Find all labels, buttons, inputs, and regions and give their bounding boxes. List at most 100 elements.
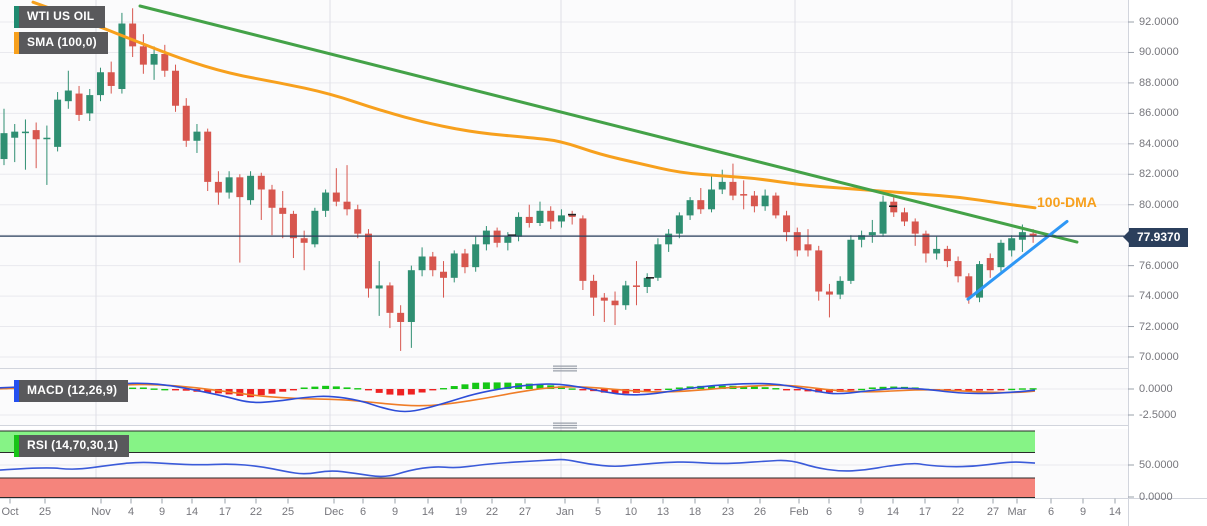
x-axis-label: Mar: [1007, 506, 1027, 518]
candle-body: [322, 192, 330, 211]
main-y-axis-label: 84.0000: [1139, 137, 1179, 150]
candle-body: [343, 201, 351, 210]
macd-histogram-bar: [976, 389, 984, 391]
macd-histogram-bar: [172, 389, 180, 391]
candle-body: [1029, 233, 1037, 237]
macd-histogram-bar: [289, 389, 297, 391]
x-axis-label: Oct: [1, 506, 19, 518]
macd-histogram-bar: [440, 388, 448, 390]
panel-resize-handle[interactable]: [553, 422, 577, 429]
candle-body: [793, 232, 801, 251]
candle-body: [547, 210, 555, 222]
macd-histogram-bar: [579, 389, 587, 391]
x-axis-label: 14: [421, 506, 435, 518]
macd-histogram-bar: [622, 389, 630, 394]
macd-histogram-bar: [236, 389, 244, 396]
macd-line: [0, 382, 1036, 413]
macd-histogram-bar: [182, 389, 190, 391]
macd-histogram-bar: [611, 389, 619, 394]
x-axis-label: 22: [951, 506, 965, 518]
rsi-oversold-band: [0, 478, 1035, 498]
candle-body: [729, 181, 737, 196]
macd-histogram-bar: [150, 388, 158, 390]
candle-body: [697, 200, 705, 210]
x-axis-label: 5: [594, 506, 602, 518]
descending-resistance-trendline: [138, 4, 1079, 244]
symbol-legend[interactable]: WTI US OIL: [14, 6, 106, 28]
sma-legend-label: SMA (100,0): [27, 35, 97, 49]
macd-panel-bg: [0, 369, 1128, 425]
x-axis-label: 10: [624, 506, 638, 518]
macd-y-axis-label: -2.5000: [1139, 409, 1177, 421]
candle-body: [236, 177, 244, 198]
sma-legend[interactable]: SMA (100,0): [14, 32, 108, 54]
macd-histogram-bar: [375, 389, 383, 393]
macd-legend[interactable]: MACD (12,26,9): [14, 380, 129, 402]
candle-body: [686, 200, 694, 216]
candle-body: [997, 242, 1005, 268]
rsi-line: [0, 458, 1036, 478]
main-y-axis-label: 90.0000: [1139, 46, 1179, 59]
macd-histogram-bar: [675, 387, 683, 389]
macd-histogram-bar: [1018, 388, 1026, 390]
candle-body: [300, 238, 308, 243]
candle-body: [836, 280, 844, 295]
candle-body: [943, 248, 951, 262]
candle-body: [643, 277, 651, 287]
macd-histogram-bar: [257, 389, 265, 396]
macd-histogram-bar: [568, 388, 576, 390]
candle-body: [482, 230, 490, 245]
candle-body: [0, 133, 8, 160]
x-axis-label: 6: [1047, 506, 1055, 518]
panel-resize-handle[interactable]: [553, 365, 577, 372]
main-y-axis-label: 88.0000: [1139, 76, 1179, 89]
candle-body: [204, 131, 212, 182]
macd-histogram-bar: [461, 384, 469, 389]
candle-body: [32, 130, 40, 140]
macd-histogram-bar: [525, 383, 533, 389]
x-axis-label: Jan: [556, 506, 574, 518]
candle-body: [954, 261, 962, 277]
x-axis-label: 19: [454, 506, 468, 518]
rsi-legend[interactable]: RSI (14,70,30,1): [14, 435, 130, 457]
candle-body: [397, 312, 405, 322]
main-y-axis-label: 82.0000: [1139, 168, 1179, 181]
x-axis-label: 22: [249, 506, 263, 518]
candle-body: [11, 131, 19, 138]
candle-body: [675, 215, 683, 234]
candle-body: [804, 244, 812, 251]
candle-body: [600, 297, 608, 301]
x-axis-label: 14: [1108, 506, 1122, 518]
candle-body: [911, 221, 919, 234]
x-axis-label: 14: [886, 506, 900, 518]
candle-body: [429, 256, 437, 271]
candle-body: [289, 213, 297, 239]
candle-body: [96, 72, 104, 96]
macd-histogram-bar: [879, 386, 887, 389]
macd-histogram-bar: [1008, 388, 1016, 391]
macd-histogram-bar: [364, 389, 372, 391]
rsi-y-axis-label: 50.0000: [1139, 459, 1179, 471]
macd-histogram-bar: [322, 385, 330, 389]
x-axis-label: 17: [918, 506, 932, 518]
candle-body: [933, 248, 941, 254]
candle-body: [965, 276, 973, 298]
macd-histogram-bar: [504, 382, 512, 389]
symbol-legend-label: WTI US OIL: [27, 9, 95, 23]
macd-histogram-bar: [386, 389, 394, 395]
macd-histogram-bar: [343, 387, 351, 389]
candle-body: [504, 236, 512, 243]
candle-body: [418, 256, 426, 271]
last-price-badge: 77.9370: [1122, 228, 1189, 247]
macd-histogram-bar: [965, 389, 973, 391]
candle-body: [847, 239, 855, 281]
candle-body: [611, 300, 619, 306]
macd-histogram-bar: [247, 389, 255, 398]
x-axis-label: 9: [158, 506, 166, 518]
candle-body: [150, 53, 158, 65]
candle-body: [86, 95, 94, 114]
macd-histogram-bar: [654, 389, 662, 391]
candle-body: [708, 189, 716, 210]
candle-body: [536, 210, 544, 224]
